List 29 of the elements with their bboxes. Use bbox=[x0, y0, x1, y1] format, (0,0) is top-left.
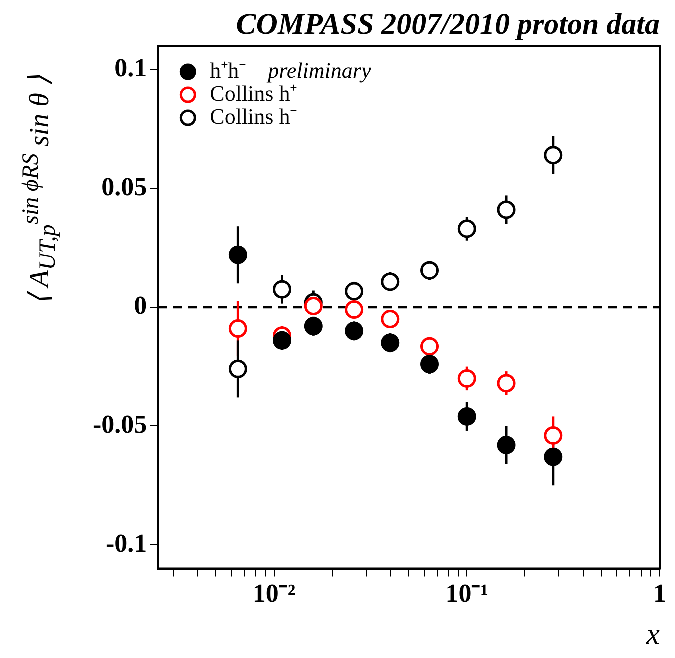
x-tick-label: 10⁻¹ bbox=[446, 579, 489, 608]
chart-title: COMPASS 2007/2010 proton data bbox=[236, 8, 660, 41]
x-tick-label: 10⁻² bbox=[252, 579, 296, 608]
point bbox=[420, 355, 440, 374]
y-tick-label: -0.05 bbox=[92, 410, 148, 439]
point bbox=[458, 369, 476, 388]
point bbox=[420, 261, 440, 280]
y-tick-label: 0.05 bbox=[102, 172, 148, 202]
point bbox=[497, 200, 516, 220]
point bbox=[420, 337, 440, 356]
x-tick-label: 1 bbox=[654, 579, 666, 608]
annotation: preliminary bbox=[266, 58, 372, 83]
x-axis-title: x bbox=[646, 618, 661, 651]
y-tick-label: 0 bbox=[134, 291, 148, 320]
point bbox=[304, 296, 323, 316]
y-tick-label: -0.1 bbox=[106, 528, 148, 558]
point bbox=[228, 246, 248, 264]
y-tick-label: 0.1 bbox=[114, 53, 148, 82]
point bbox=[458, 220, 476, 238]
point bbox=[381, 310, 400, 329]
point bbox=[381, 272, 400, 292]
point bbox=[228, 320, 248, 338]
point bbox=[497, 436, 516, 454]
point bbox=[458, 407, 476, 426]
legend-label: h⁺h⁻ bbox=[210, 58, 246, 83]
point bbox=[228, 360, 248, 378]
legend-label: Collins h⁻ bbox=[210, 104, 298, 129]
point bbox=[497, 374, 516, 393]
point bbox=[381, 334, 400, 352]
